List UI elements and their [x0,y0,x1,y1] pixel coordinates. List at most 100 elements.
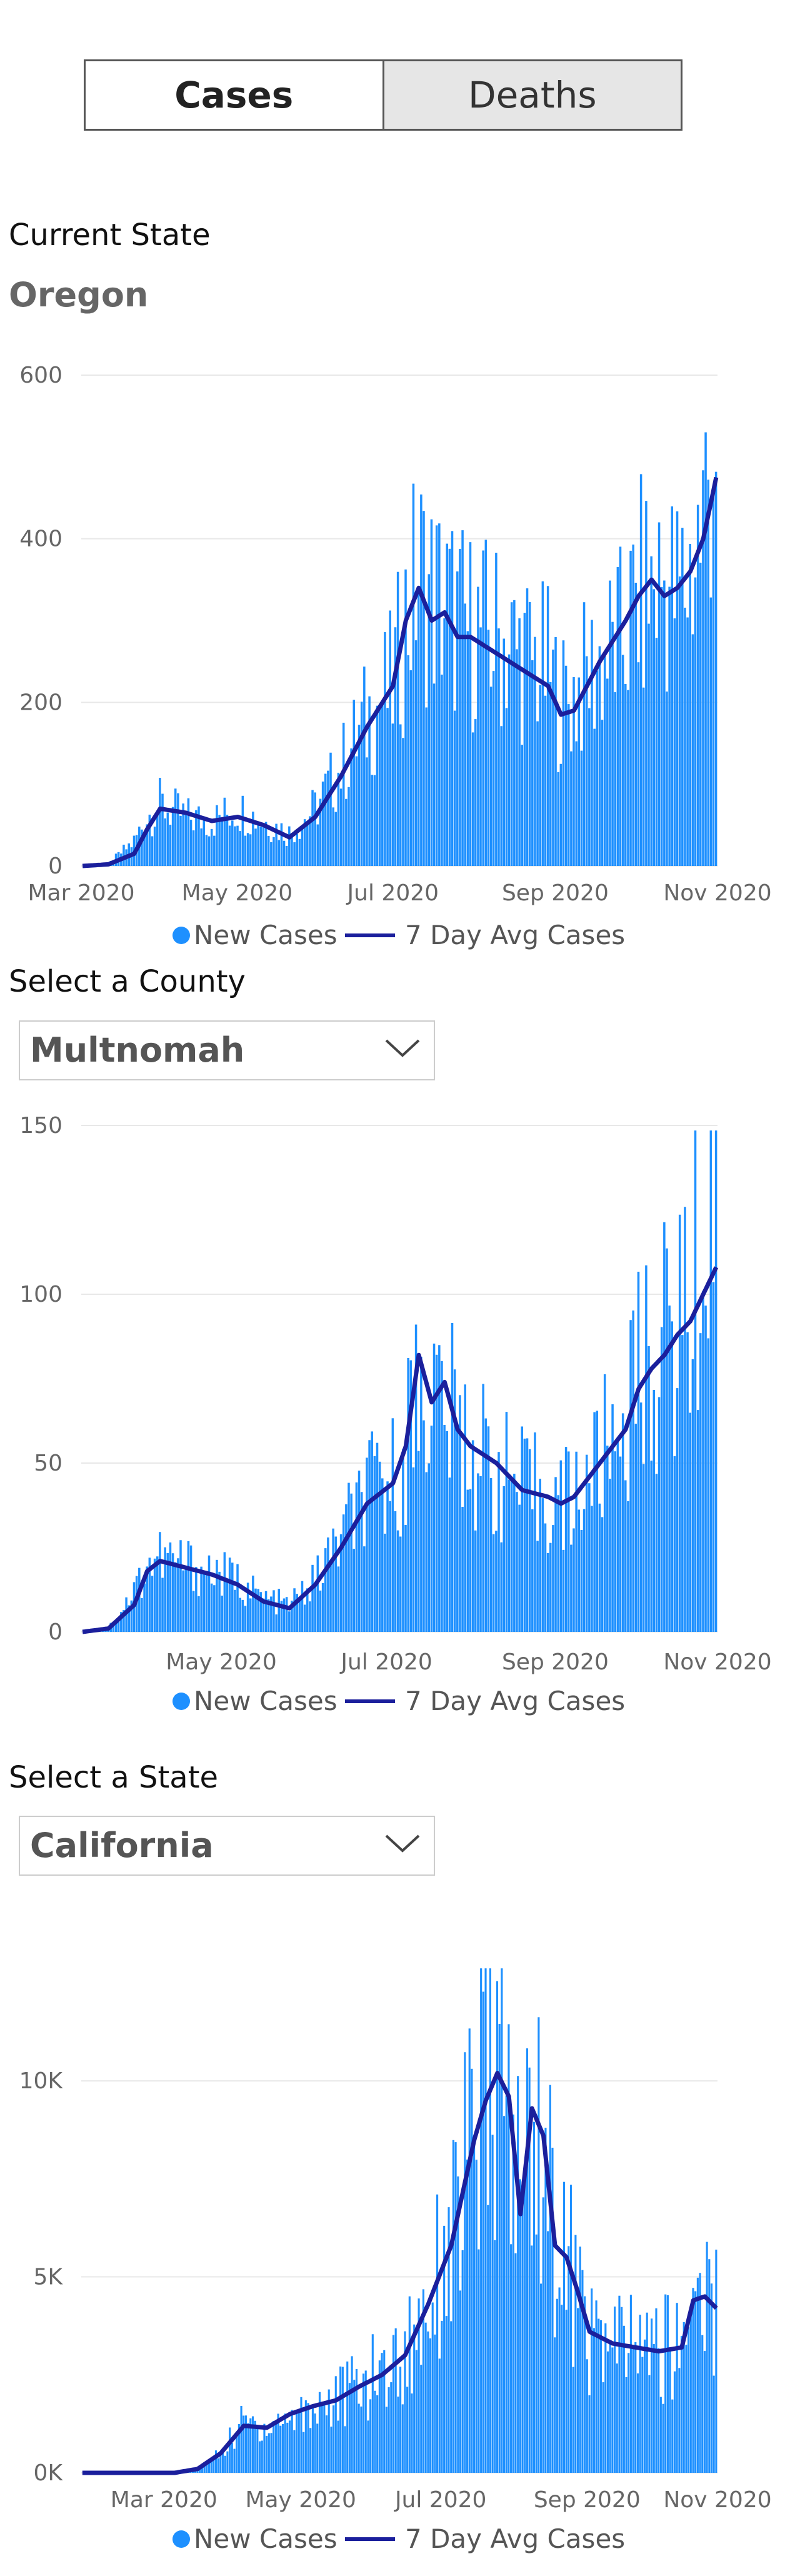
county-cases-chart: 0 50 100 150 May 2020 Jul 2020 Sep 2020 Nov 202… [19,1113,771,1716]
new-cases-bar [319,798,322,866]
legend-avg-label: 7 Day Avg Cases [405,1686,625,1716]
new-cases-bar [480,1968,482,2473]
new-cases-bar [492,1534,495,1632]
new-cases-bar [346,2361,349,2473]
new-cases-bar [435,1354,438,1632]
new-cases-bar [242,2415,245,2473]
new-cases-bar [169,825,172,866]
new-cases-bar [528,2067,531,2473]
new-cases-bar [632,2345,634,2473]
new-cases-bar [257,823,259,866]
new-cases-bar [284,2413,286,2473]
new-cases-bar [464,603,466,866]
new-cases-bar [278,1589,281,1632]
new-cases-bar [321,782,324,866]
new-cases-bar [321,1582,324,1632]
new-cases-bar [214,2450,218,2473]
new-cases-bar [374,2390,376,2473]
new-cases-bar [629,2295,632,2473]
new-cases-bar [417,1451,420,1632]
new-cases-bar [448,2207,450,2473]
new-cases-bar [278,840,281,866]
new-cases-bar [376,705,379,866]
new-cases-bar [655,1474,658,1632]
legend-new-cases-icon [172,927,190,944]
tab-cases[interactable]: Cases [86,61,384,129]
new-cases-bar [459,2290,462,2473]
selected-state-cases-chart: 0K 5K 10K Mar 2020 May 2020 Jul 2020 Sep 2020 N… [19,1968,772,2554]
tab-deaths[interactable]: Deaths [384,61,681,129]
new-cases-bar [621,655,624,866]
new-cases-bar [681,528,684,866]
new-cases-bar [570,1544,572,1632]
new-cases-bar [689,2308,692,2473]
new-cases-bar [475,2160,478,2473]
new-cases-bar [606,678,609,866]
new-cases-bar [391,1418,394,1632]
new-cases-bar [694,1130,697,1632]
new-cases-bar [321,2405,323,2473]
new-cases-bar [417,589,420,866]
new-cases-bar [399,1536,402,1632]
new-cases-bar [264,822,268,866]
new-cases-bar [518,1504,521,1632]
new-cases-bar [609,2343,611,2473]
new-cases-bar [658,522,661,866]
new-cases-bar [159,1532,161,1632]
new-cases-bar [554,636,557,866]
new-cases-bar [213,1585,216,1632]
new-cases-bar [532,2121,536,2473]
new-cases-bar [709,597,712,866]
new-cases-bar [241,795,244,866]
new-cases-bar [534,1432,536,1632]
new-cases-bar [621,2307,623,2473]
new-cases-bar [484,1418,488,1632]
new-cases-bar [712,1282,715,1632]
new-cases-bar [425,707,428,866]
new-cases-bar [332,2405,335,2473]
new-cases-bar [598,1503,601,1632]
new-cases-bar [546,586,549,866]
new-cases-bar [662,2403,664,2473]
new-cases-bar [484,540,488,866]
new-cases-bar [352,1549,356,1632]
county-dropdown[interactable]: Multnomah [19,1020,435,1080]
new-cases-bar [151,1576,154,1632]
new-cases-bar [402,738,404,866]
new-cases-bar [598,2318,600,2473]
state-dropdown[interactable]: California [19,1816,435,1876]
new-cases-bar [234,826,236,866]
new-cases-bar [536,721,539,866]
new-cases-bar [117,1619,120,1632]
new-cases-bar [651,2318,653,2473]
new-cases-bar [707,1338,709,1632]
new-cases-bar [712,2375,715,2473]
new-cases-bar [572,2367,574,2473]
new-cases-bar [327,1537,329,1632]
new-cases-bar [539,2283,542,2473]
new-cases-bar [252,1575,254,1632]
new-cases-bar [446,543,449,866]
new-cases-bar [360,2406,362,2473]
new-cases-bar [303,1604,306,1632]
new-cases-bar [330,2427,332,2473]
new-cases-bar [381,703,384,866]
new-cases-bar [344,2426,346,2473]
new-cases-bar [554,2337,556,2473]
new-cases-bar [452,2140,454,2473]
new-cases-bar [655,638,658,866]
new-cases-bar [112,1624,115,1632]
new-cases-bar [446,1431,449,1632]
new-cases-bar [502,1486,506,1632]
new-cases-bar [508,2024,510,2473]
new-cases-bar [277,2413,279,2473]
new-cases-bar [177,1558,179,1632]
new-cases-bar [327,770,329,866]
new-cases-bar [246,833,249,866]
new-cases-bar [306,822,309,866]
new-cases-bar [519,2179,521,2473]
new-cases-bar [355,756,358,866]
new-cases-bar [231,2442,233,2473]
chart-legend: New Cases 7 Day Avg Cases [172,920,625,950]
seven-day-avg-line [82,2071,718,2475]
